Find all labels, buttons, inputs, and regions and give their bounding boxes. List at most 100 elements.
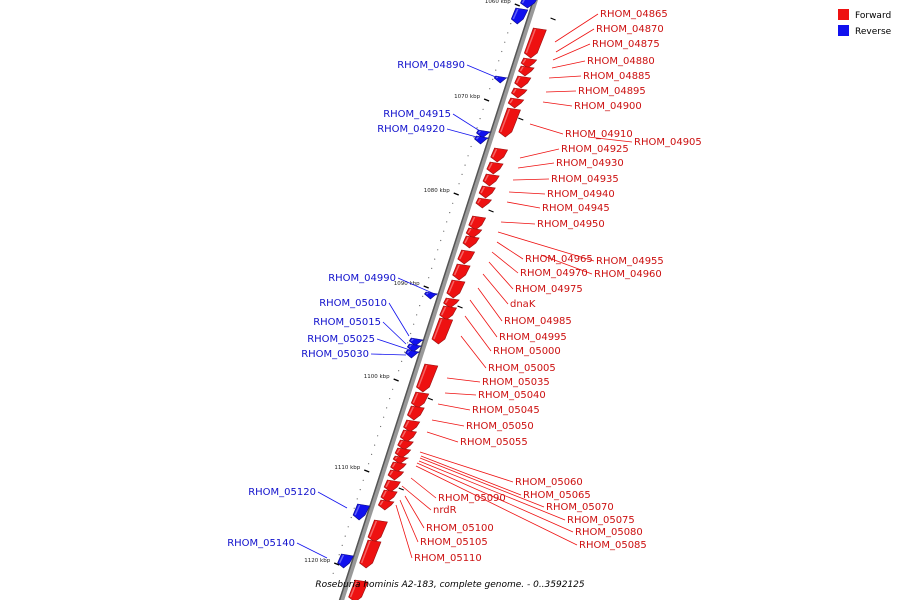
ruler-minor-tick bbox=[470, 145, 472, 148]
ruler-tick bbox=[488, 209, 494, 213]
reverse-gene-arrow bbox=[476, 129, 492, 139]
forward-gene-arrow bbox=[486, 161, 504, 175]
ruler-label: 1070 kbp bbox=[454, 94, 480, 100]
reverse-gene-label: RHOM_05025 bbox=[307, 334, 375, 345]
ruler-minor-tick bbox=[413, 323, 415, 325]
ruler-label: 1110 kbp bbox=[334, 465, 360, 471]
forward-gene-label: RHOM_05085 bbox=[579, 540, 647, 551]
forward-gene-label: dnaK bbox=[510, 299, 536, 310]
forward-gene-arrow bbox=[383, 479, 401, 493]
label-leader-line bbox=[418, 460, 566, 521]
forward-gene-arrow bbox=[380, 489, 398, 503]
forward-gene-label: RHOM_05110 bbox=[414, 553, 482, 564]
genome-backbone bbox=[338, 0, 539, 600]
ruler-minor-tick bbox=[437, 249, 439, 251]
reverse-gene-label: RHOM_05120 bbox=[248, 487, 316, 498]
label-leader-line bbox=[397, 277, 438, 296]
ruler-minor-tick bbox=[374, 444, 376, 446]
forward-gene-arrow bbox=[510, 87, 528, 99]
label-leader-line bbox=[399, 499, 419, 543]
label-leader-line bbox=[551, 60, 586, 69]
reverse-gene-label: RHOM_05015 bbox=[313, 317, 381, 328]
forward-gene-label: RHOM_04945 bbox=[542, 203, 610, 214]
label-leader-line bbox=[469, 299, 498, 338]
forward-gene-arrow bbox=[410, 391, 430, 409]
ruler-minor-tick bbox=[383, 416, 385, 418]
ruler-ticks: 1060 kbp 1070 kbp 1080 kbp 1090 kbp 1100 kbp… bbox=[304, 0, 556, 584]
ruler-minor-tick bbox=[428, 277, 430, 279]
forward-gene-label: RHOM_04995 bbox=[499, 332, 567, 343]
ruler-minor-tick bbox=[377, 435, 379, 437]
ruler-tick bbox=[398, 487, 404, 491]
ruler-minor-tick bbox=[434, 258, 436, 260]
ruler-minor-tick bbox=[431, 267, 433, 269]
reverse-gene-arrow bbox=[405, 349, 421, 359]
ruler-minor-tick bbox=[419, 305, 421, 307]
ruler-label: 1120 kbp bbox=[304, 558, 330, 564]
forward-gene-label: RHOM_04970 bbox=[520, 268, 588, 279]
label-leader-line bbox=[491, 251, 519, 274]
ruler-minor-tick bbox=[443, 230, 445, 232]
label-leader-line bbox=[477, 287, 503, 322]
label-leader-line bbox=[444, 392, 477, 396]
forward-gene-label: RHOM_04900 bbox=[574, 101, 642, 112]
forward-gene-arrow bbox=[399, 429, 417, 443]
ruler-minor-tick bbox=[380, 425, 382, 428]
forward-gene-arrow bbox=[348, 579, 369, 600]
ruler-minor-tick bbox=[482, 108, 484, 110]
ruler-minor-tick bbox=[446, 221, 448, 223]
forward-gene-label: RHOM_04975 bbox=[515, 284, 583, 295]
forward-gene-arrow bbox=[452, 263, 471, 281]
forward-gene-arrow bbox=[457, 249, 476, 265]
gene-labels: RHOM_04865 RHOM_04870 RHOM_04875 RHOM_04880… bbox=[227, 9, 702, 564]
ruler-minor-tick bbox=[416, 314, 418, 316]
forward-gene-label: RHOM_05000 bbox=[493, 346, 561, 357]
ruler-label: 1090 kbp bbox=[394, 281, 420, 287]
reverse-gene-arrow bbox=[408, 337, 425, 347]
forward-gene-label: RHOM_04960 bbox=[594, 269, 662, 280]
label-leader-line bbox=[382, 321, 407, 345]
forward-gene-arrow bbox=[514, 75, 532, 89]
ruler-minor-tick bbox=[344, 535, 346, 537]
forward-gene-label: RHOM_05040 bbox=[478, 390, 546, 401]
label-leader-line bbox=[554, 13, 599, 43]
forward-gene-arrow bbox=[507, 97, 525, 109]
forward-gene-arrow bbox=[394, 447, 412, 459]
ruler-minor-tick bbox=[371, 453, 373, 455]
legend: Forward Reverse bbox=[838, 9, 892, 37]
forward-gene-label: RHOM_05055 bbox=[460, 437, 528, 448]
genome-caption: Roseburia hominis A2-183, complete genom… bbox=[315, 580, 585, 590]
ruler-minor-tick bbox=[464, 164, 466, 166]
ruler-minor-tick bbox=[353, 507, 355, 509]
forward-gene-arrow bbox=[468, 215, 487, 231]
forward-gene-label: RHOM_04885 bbox=[583, 71, 651, 82]
label-leader-line bbox=[552, 43, 591, 61]
ruler-minor-tick bbox=[449, 212, 451, 214]
ruler-minor-tick bbox=[440, 239, 442, 242]
ruler-tick bbox=[427, 397, 434, 401]
forward-gene-arrow bbox=[520, 57, 538, 69]
forward-gene-label: RHOM_05090 bbox=[438, 493, 506, 504]
ruler-tick bbox=[393, 378, 399, 382]
ruler-minor-tick bbox=[341, 544, 343, 547]
ruler-minor-tick bbox=[452, 202, 454, 204]
forward-gene-arrow bbox=[523, 27, 547, 59]
forward-gene-label: RHOM_04880 bbox=[587, 56, 655, 67]
label-leader-line bbox=[419, 451, 514, 483]
ruler-minor-tick bbox=[401, 360, 403, 362]
label-leader-line bbox=[376, 338, 411, 351]
reverse-gene-label: RHOM_04990 bbox=[328, 273, 396, 284]
forward-gene-label: RHOM_05105 bbox=[420, 537, 488, 548]
forward-gene-label: RHOM_05100 bbox=[426, 523, 494, 534]
ruler-minor-tick bbox=[501, 50, 503, 53]
label-leader-line bbox=[460, 335, 487, 369]
reverse-gene-label: RHOM_04920 bbox=[377, 124, 445, 135]
ruler-minor-tick bbox=[359, 489, 361, 491]
forward-gene-label: RHOM_05070 bbox=[546, 502, 614, 513]
ruler-minor-tick bbox=[461, 173, 463, 175]
ruler-label: 1080 kbp bbox=[424, 188, 450, 194]
label-leader-line bbox=[431, 419, 465, 427]
ruler-minor-tick bbox=[492, 78, 494, 80]
forward-gene-label: RHOM_04875 bbox=[592, 39, 660, 50]
forward-gene-label: RHOM_05075 bbox=[567, 515, 635, 526]
